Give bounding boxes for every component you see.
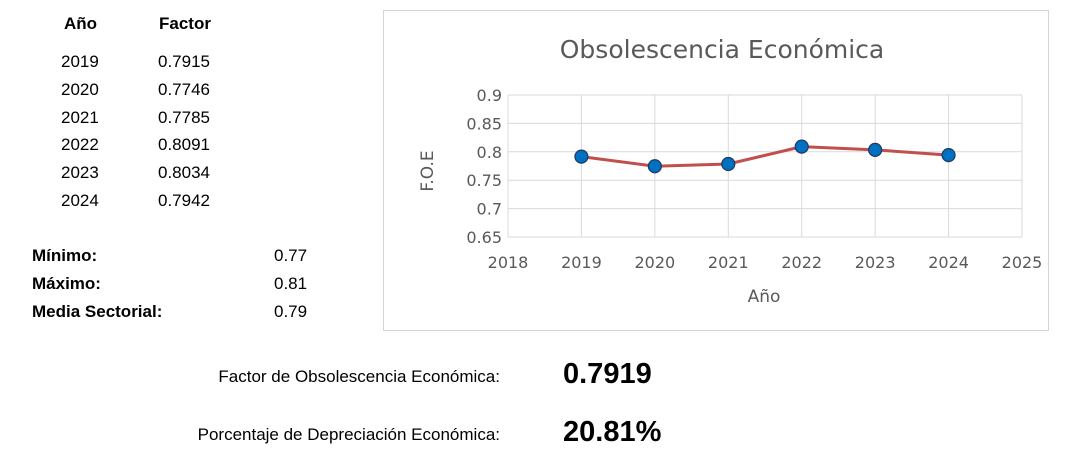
series-line (581, 145, 949, 168)
data-point (868, 142, 883, 157)
data-point (794, 139, 809, 154)
data-point (941, 147, 956, 163)
line-chart: Obsolescencia Económica Año F.O.E 0.9 0.8… (418, 35, 1043, 307)
chart-container: Obsolescencia Económica Año F.O.E 0.9 0.8… (383, 10, 1049, 331)
table-cell-factor: 0.8091 (158, 135, 210, 154)
factor-label: Factor de Obsolescencia Económica: (218, 367, 500, 386)
x-tick-label: 2020 (634, 253, 675, 272)
mean-label: Media Sectorial: (32, 302, 163, 321)
chart-title: Obsolescencia Económica (560, 35, 885, 64)
x-tick-label: 2021 (708, 253, 749, 272)
min-label: Mínimo: (32, 246, 98, 265)
table-cell-year: 2024 (61, 191, 99, 210)
x-tick-label: 2018 (488, 253, 529, 272)
depreciation-value: 20.81% (563, 416, 662, 448)
x-tick-label: 2022 (781, 253, 822, 272)
factor-value: 0.7919 (563, 358, 652, 390)
data-point (721, 156, 736, 172)
y-tick-label: 0.9 (477, 86, 502, 105)
y-tick-label: 0.7 (477, 200, 502, 219)
data-point (574, 149, 589, 164)
table-cell-year: 2021 (61, 108, 99, 127)
table-cell-factor: 0.7915 (158, 52, 210, 71)
table-cell-factor: 0.7785 (158, 108, 210, 127)
x-tick-label: 2024 (928, 253, 969, 272)
min-value: 0.77 (274, 246, 308, 265)
x-tick-label: 2019 (561, 253, 602, 272)
mean-value: 0.79 (274, 302, 308, 321)
table-header-factor: Factor (159, 14, 211, 33)
max-value: 0.81 (274, 274, 308, 293)
max-label: Máximo: (32, 274, 101, 293)
table-header-year: Año (64, 14, 98, 33)
y-tick-label: 0.75 (466, 171, 502, 190)
y-axis-label: F.O.E (418, 150, 438, 191)
table-cell-factor: 0.7942 (158, 191, 210, 210)
table-cell-year: 2022 (61, 135, 99, 154)
table-cell-year: 2019 (61, 52, 99, 71)
y-tick-label: 0.85 (466, 114, 502, 133)
table-cell-year: 2020 (61, 80, 99, 99)
depreciation-label: Porcentaje de Depreciación Económica: (197, 425, 500, 444)
x-axis-label: Año (748, 287, 781, 307)
table-cell-factor: 0.8034 (158, 163, 210, 182)
y-tick-label: 0.65 (466, 228, 502, 247)
table-cell-year: 2023 (61, 163, 99, 182)
x-tick-label: 2023 (855, 253, 896, 272)
x-tick-label: 2025 (1002, 253, 1043, 272)
data-point (647, 159, 662, 174)
table-cell-factor: 0.7746 (158, 80, 210, 99)
y-tick-label: 0.8 (477, 143, 502, 162)
